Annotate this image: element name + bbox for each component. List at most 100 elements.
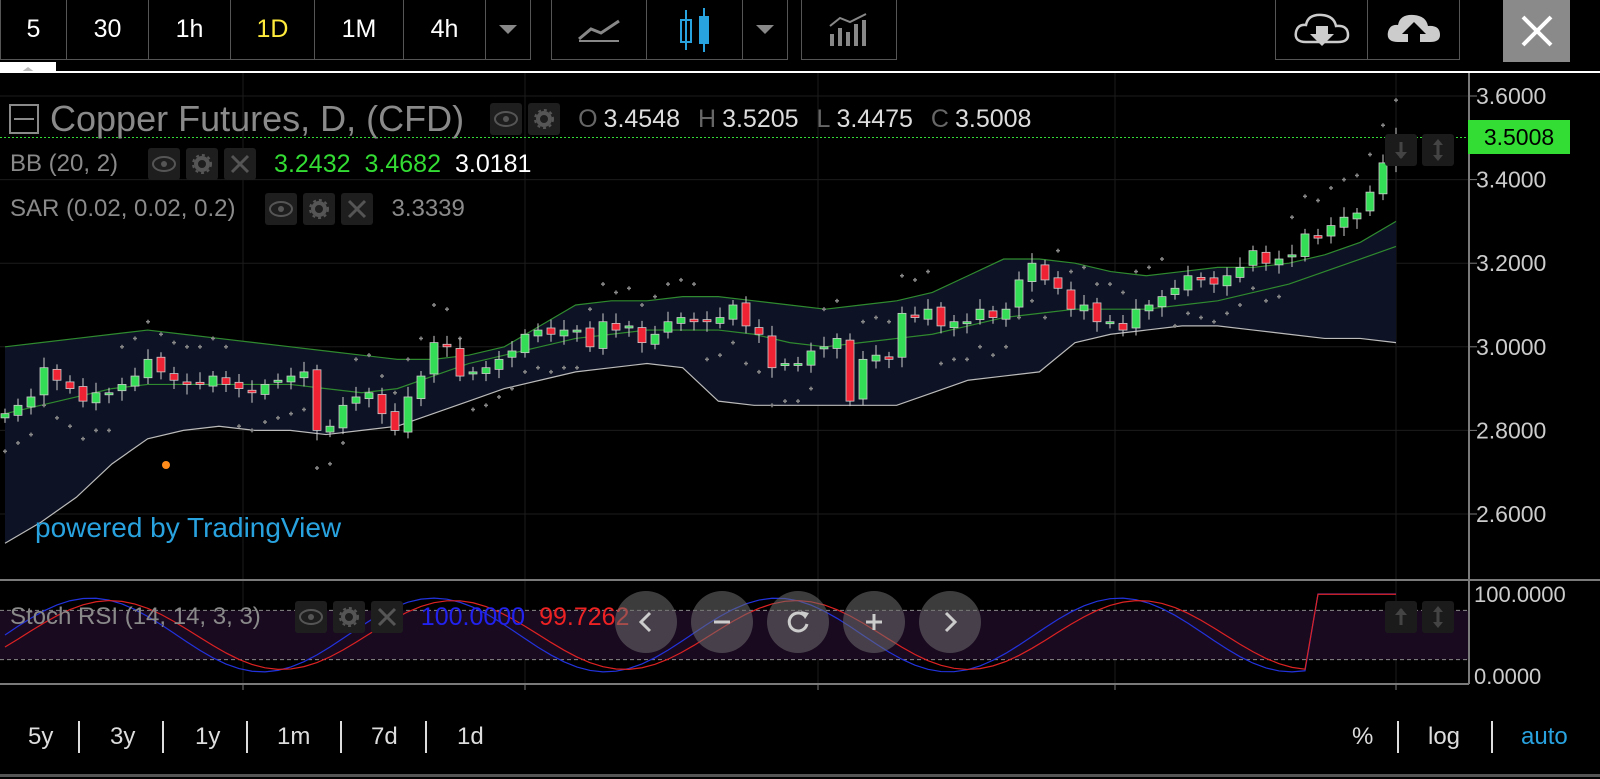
- close-button[interactable]: [1503, 0, 1570, 62]
- pane-resize-button[interactable]: [1422, 134, 1454, 166]
- candle-body: [1170, 287, 1180, 295]
- high-key: H: [698, 104, 717, 133]
- scroll-right-button[interactable]: [919, 591, 981, 653]
- bollinger-fill: [5, 221, 1396, 544]
- candle-body: [221, 377, 231, 385]
- interval-1d-button[interactable]: 1D: [230, 0, 315, 60]
- candle-body: [1027, 262, 1037, 282]
- bb-visibility-button[interactable]: [148, 148, 181, 180]
- candle-body: [1183, 275, 1193, 291]
- eye-icon: [494, 111, 519, 127]
- eye-icon: [152, 156, 177, 172]
- chart-type-dropdown-button[interactable]: [742, 0, 788, 60]
- plus-icon: [866, 614, 882, 630]
- interval-dropdown-button[interactable]: [485, 0, 531, 60]
- close-icon: [348, 199, 367, 219]
- candle-body: [247, 389, 257, 394]
- eye-icon: [298, 609, 323, 625]
- bb-settings-button[interactable]: [186, 148, 219, 180]
- candle-body: [1352, 212, 1362, 220]
- candle-body: [663, 321, 673, 333]
- high-value: 3.5205: [722, 104, 799, 133]
- indicators-button[interactable]: [801, 0, 897, 60]
- candle-body: [0, 413, 10, 419]
- candle-body: [1235, 266, 1245, 278]
- candle-body: [13, 404, 23, 416]
- open-key: O: [578, 104, 598, 133]
- reset-chart-button[interactable]: [767, 591, 829, 653]
- candle-body: [507, 350, 517, 358]
- save-chart-button[interactable]: [1367, 0, 1460, 60]
- candle-body: [377, 394, 387, 415]
- candle-body: [572, 329, 582, 333]
- range-5y-button[interactable]: 5y: [28, 723, 54, 750]
- range-1m-button[interactable]: 1m: [277, 723, 311, 750]
- range-3y-button[interactable]: 3y: [110, 723, 136, 750]
- visibility-button[interactable]: [490, 103, 523, 135]
- candle-body: [26, 396, 36, 408]
- range-1d-button[interactable]: 1d: [457, 723, 484, 750]
- rsi-visibility-button[interactable]: [294, 601, 327, 633]
- bb-label: BB (20, 2): [10, 150, 119, 177]
- candle-body: [1053, 277, 1063, 289]
- close-icon: [1521, 15, 1552, 47]
- sar-label: SAR (0.02, 0.02, 0.2): [10, 195, 236, 222]
- candle-body: [481, 367, 491, 374]
- interval-1m-button[interactable]: 1M: [314, 0, 404, 60]
- log-scale-button[interactable]: log: [1428, 723, 1461, 750]
- settings-button[interactable]: [528, 103, 561, 135]
- zoom-in-button[interactable]: [843, 591, 905, 653]
- bb-remove-button[interactable]: [224, 148, 257, 180]
- candle-body: [351, 396, 361, 404]
- candle-body: [1261, 251, 1271, 264]
- divider: [162, 721, 164, 753]
- sar-remove-button[interactable]: [341, 193, 374, 225]
- candle-body: [52, 368, 62, 381]
- percent-scale-button[interactable]: %: [1352, 723, 1374, 750]
- sar-visibility-button[interactable]: [265, 193, 298, 225]
- candle-body: [1222, 275, 1232, 287]
- line-chart-button[interactable]: [551, 0, 647, 60]
- sar-settings-button[interactable]: [303, 193, 336, 225]
- candle-body: [1040, 264, 1050, 281]
- load-chart-button[interactable]: [1275, 0, 1368, 60]
- scroll-left-button[interactable]: [615, 591, 677, 653]
- pane-down-button[interactable]: [1385, 134, 1417, 166]
- rsi-remove-button[interactable]: [370, 601, 403, 633]
- interval-4h-button[interactable]: 4h: [403, 0, 486, 60]
- cloud-upload-icon: [1387, 14, 1440, 44]
- candle-body: [1378, 162, 1388, 195]
- collapse-icon[interactable]: [8, 103, 40, 135]
- candle-body: [104, 392, 114, 396]
- zoom-out-button[interactable]: [691, 591, 753, 653]
- candle-body: [442, 343, 452, 348]
- rsi-settings-button[interactable]: [332, 601, 365, 633]
- range-1y-button[interactable]: 1y: [195, 723, 221, 750]
- eye-icon: [269, 201, 294, 217]
- rsi-pane-up-button[interactable]: [1385, 601, 1417, 633]
- open-value: 3.4548: [603, 104, 681, 133]
- event-marker[interactable]: [162, 461, 170, 469]
- candle-body: [416, 375, 426, 400]
- price-tick-label: 3.4000: [1476, 167, 1546, 193]
- range-7d-button[interactable]: 7d: [371, 723, 398, 750]
- interval-5-button[interactable]: 5: [0, 0, 67, 60]
- axes: [0, 73, 1600, 685]
- watermark[interactable]: powered by TradingView: [35, 512, 342, 543]
- candlestick-chart-button[interactable]: [646, 0, 743, 60]
- candle-body: [559, 329, 569, 337]
- price-tick-label: 2.6000: [1476, 501, 1546, 527]
- candle-body: [234, 381, 244, 389]
- chart-area[interactable]: 100.0000 0.0000 2.6000 2.8000 3.0000 3.2000 3…: [0, 73, 1600, 693]
- interval-1h-button[interactable]: 1h: [148, 0, 231, 60]
- divider: [1491, 721, 1493, 753]
- rsi-pane-resize-button[interactable]: [1422, 601, 1454, 633]
- candle-body: [273, 379, 283, 383]
- divider: [246, 721, 248, 753]
- candle-body: [65, 381, 75, 389]
- auto-scale-button[interactable]: auto: [1521, 723, 1568, 750]
- interval-30-button[interactable]: 30: [66, 0, 149, 60]
- candle-body: [169, 373, 179, 381]
- price-axis: 2.6000 2.8000 3.0000 3.2000 3.4000 3.6000: [1469, 83, 1546, 527]
- candle-body: [1274, 258, 1284, 266]
